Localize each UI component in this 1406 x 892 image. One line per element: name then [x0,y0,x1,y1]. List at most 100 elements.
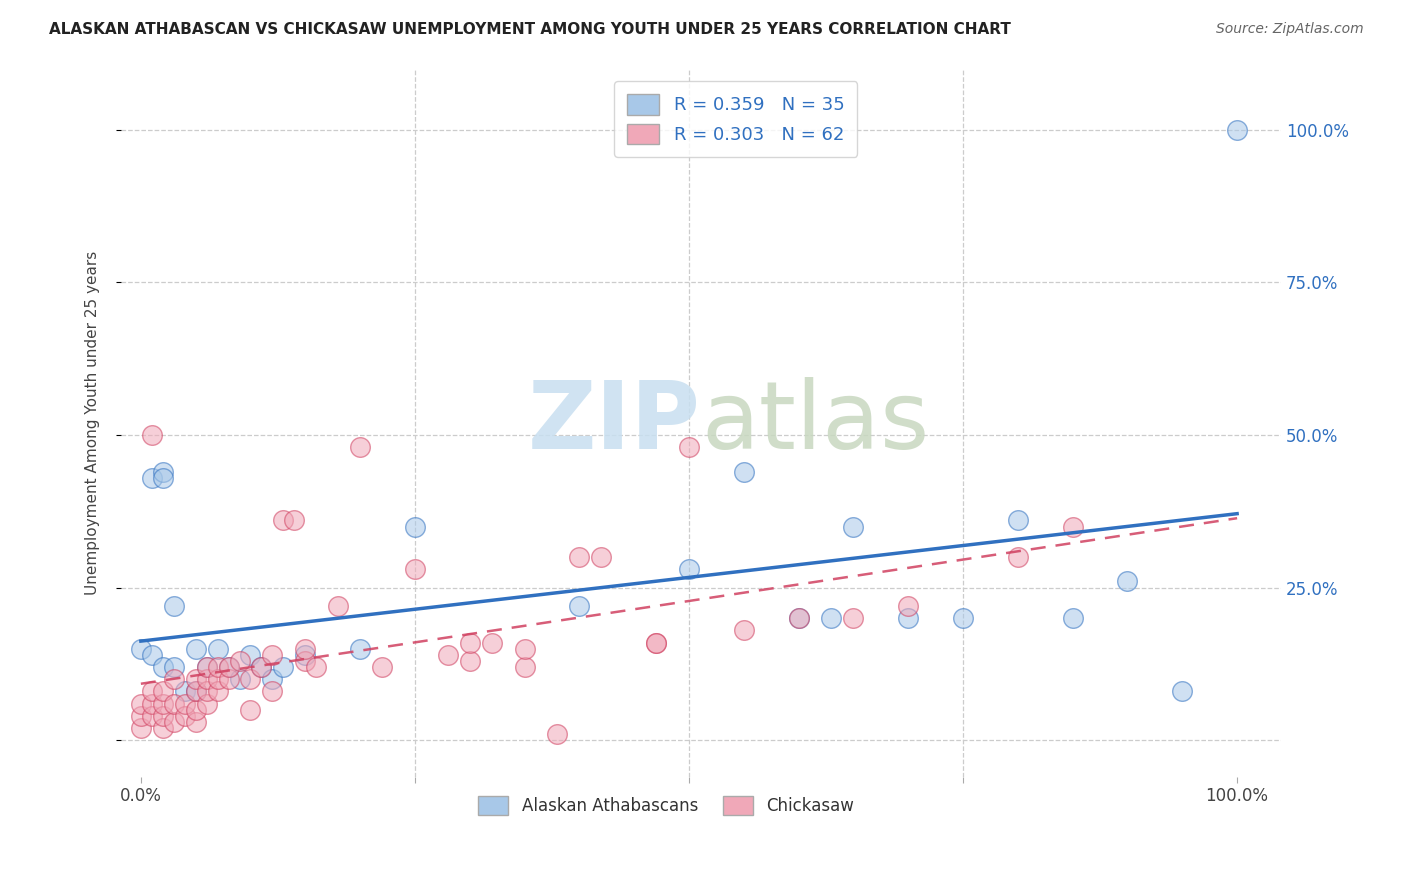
Point [1171,684,1194,698]
Point [591,549,613,564]
Point [141,684,163,698]
Point [1226,122,1249,136]
Text: ZIP: ZIP [529,376,702,468]
Point [952,611,974,625]
Y-axis label: Unemployment Among Youth under 25 years: Unemployment Among Youth under 25 years [86,251,100,595]
Point [184,714,207,729]
Point [129,708,152,723]
Point [294,648,316,662]
Point [820,611,842,625]
Point [207,672,229,686]
Point [239,672,262,686]
Point [129,641,152,656]
Point [787,611,810,625]
Point [173,697,195,711]
Point [184,672,207,686]
Point [250,660,273,674]
Point [1007,549,1029,564]
Point [481,635,503,649]
Point [184,641,207,656]
Point [195,697,218,711]
Point [678,440,700,454]
Point [141,648,163,662]
Point [207,660,229,674]
Point [262,684,284,698]
Point [273,513,295,527]
Point [218,672,240,686]
Point [152,708,174,723]
Point [163,697,186,711]
Point [262,672,284,686]
Point [152,470,174,484]
Point [152,721,174,735]
Text: Source: ZipAtlas.com: Source: ZipAtlas.com [1216,22,1364,37]
Point [152,697,174,711]
Point [371,660,394,674]
Point [842,611,865,625]
Point [404,562,426,576]
Point [141,708,163,723]
Point [787,611,810,625]
Point [546,727,568,741]
Point [678,562,700,576]
Point [129,721,152,735]
Point [262,648,284,662]
Point [897,599,920,613]
Point [250,660,273,674]
Point [1062,611,1084,625]
Point [173,684,195,698]
Point [1062,519,1084,533]
Point [458,635,481,649]
Point [645,635,668,649]
Point [152,465,174,479]
Point [294,654,316,668]
Point [218,660,240,674]
Point [437,648,460,662]
Point [733,624,755,638]
Point [513,641,536,656]
Point [733,465,755,479]
Point [228,672,250,686]
Point [239,648,262,662]
Point [458,654,481,668]
Point [152,684,174,698]
Text: ALASKAN ATHABASCAN VS CHICKASAW UNEMPLOYMENT AMONG YOUTH UNDER 25 YEARS CORRELAT: ALASKAN ATHABASCAN VS CHICKASAW UNEMPLOY… [49,22,1011,37]
Point [349,641,371,656]
Point [842,519,865,533]
Point [294,641,316,656]
Point [195,672,218,686]
Point [1007,513,1029,527]
Point [349,440,371,454]
Point [184,684,207,698]
Point [568,599,591,613]
Point [163,714,186,729]
Point [195,660,218,674]
Point [239,703,262,717]
Point [129,697,152,711]
Point [163,599,186,613]
Point [1116,574,1139,589]
Point [207,684,229,698]
Point [305,660,328,674]
Point [163,672,186,686]
Legend: Alaskan Athabascans, Chickasaw: Alaskan Athabascans, Chickasaw [468,786,865,825]
Point [152,660,174,674]
Point [195,684,218,698]
Point [513,660,536,674]
Point [141,428,163,442]
Point [184,684,207,698]
Point [328,599,350,613]
Point [228,654,250,668]
Point [195,660,218,674]
Point [141,470,163,484]
Point [207,641,229,656]
Point [163,660,186,674]
Point [173,708,195,723]
Point [897,611,920,625]
Point [645,635,668,649]
Point [141,697,163,711]
Point [283,513,305,527]
Point [184,703,207,717]
Point [273,660,295,674]
Point [568,549,591,564]
